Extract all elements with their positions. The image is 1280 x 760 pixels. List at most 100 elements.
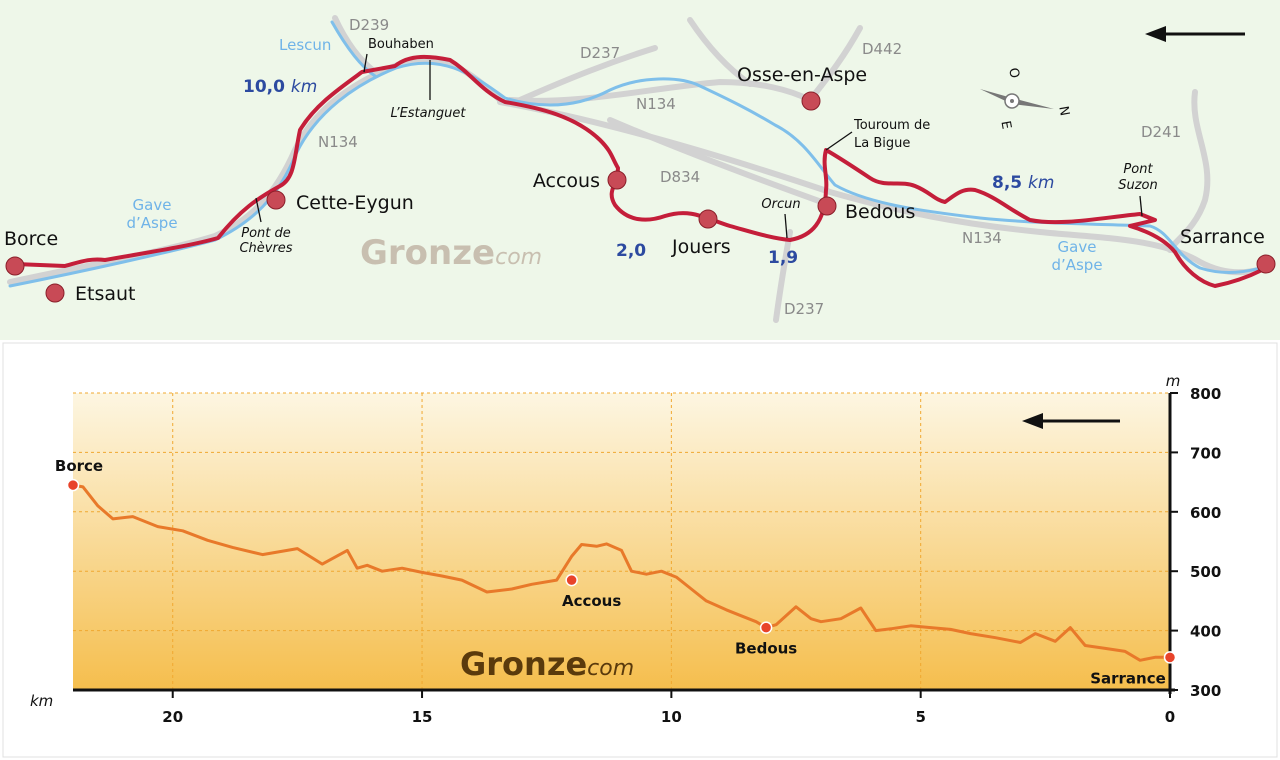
distance-label-3: 1,9 xyxy=(768,248,798,268)
profile-logo-main: Gronze xyxy=(460,645,587,683)
distance-4-value: 8,5 xyxy=(992,173,1022,193)
y-tick-label: 400 xyxy=(1190,623,1221,641)
y-axis-ticks: 300 400 500 600 700 800 xyxy=(1170,385,1221,700)
compass-n: N xyxy=(1055,105,1071,117)
map-logo: Gronzecom xyxy=(360,233,542,273)
leader-pont-chevres xyxy=(255,197,262,223)
direction-arrow xyxy=(1145,26,1245,42)
place-label-estanguet: L’Estanguet xyxy=(391,106,467,121)
road-label-d834: D834 xyxy=(660,168,700,186)
profile-marker-sarrance[interactable] xyxy=(1163,651,1177,664)
marker-cette-eygun[interactable] xyxy=(266,190,286,210)
leader-pont-suzon xyxy=(1139,195,1143,217)
profile-marker-bedous[interactable] xyxy=(759,621,773,634)
place-label-touroum-1: Touroum de xyxy=(853,118,930,133)
map-logo-suffix: com xyxy=(495,245,542,270)
profile-label-borce: Borce xyxy=(55,457,103,475)
profile-logo-suffix: com xyxy=(587,656,634,681)
river-label-gave-east-2: d’Aspe xyxy=(1051,256,1102,274)
compass-o: O xyxy=(1005,67,1022,80)
y-tick-label: 800 xyxy=(1190,385,1221,403)
road-d241 xyxy=(1167,89,1211,253)
place-label-touroum-2: La Bigue xyxy=(854,136,910,151)
profile-logo: Gronzecom xyxy=(460,645,634,683)
town-label-sarrance: Sarrance xyxy=(1180,226,1265,248)
place-label-pont-suzon-2: Suzon xyxy=(1118,178,1158,193)
distance-4-unit: km xyxy=(1028,173,1054,193)
profile-label-accous: Accous xyxy=(562,592,621,610)
y-axis-unit: m xyxy=(1166,372,1181,390)
x-tick-label: 5 xyxy=(915,708,925,726)
road-osse-north xyxy=(687,17,753,87)
place-label-pont-chevres-1: Pont de xyxy=(241,226,291,241)
marker-bedous[interactable] xyxy=(817,196,837,216)
town-label-borce: Borce xyxy=(4,228,58,250)
x-axis-ticks: 20 15 10 5 0 xyxy=(162,690,1175,726)
road-label-n134-mid: N134 xyxy=(636,95,676,113)
place-label-orcun: Orcun xyxy=(761,197,800,212)
x-axis-unit: km xyxy=(30,692,53,710)
road-label-n134-west: N134 xyxy=(318,133,358,151)
road-label-n134-east: N134 xyxy=(962,229,1002,247)
profile-direction-arrow xyxy=(1022,413,1120,429)
marker-osse-en-aspe[interactable] xyxy=(801,91,821,111)
marker-borce[interactable] xyxy=(5,256,25,276)
road-d237-north xyxy=(517,45,658,103)
x-tick-label: 0 xyxy=(1165,708,1175,726)
river-lescun xyxy=(330,20,377,78)
profile-label-sarrance: Sarrance xyxy=(1090,669,1166,687)
road-label-d239: D239 xyxy=(349,16,389,34)
town-label-bedous: Bedous xyxy=(845,201,915,223)
river-label-lescun: Lescun xyxy=(279,36,331,54)
town-label-jouers: Jouers xyxy=(671,236,731,258)
x-tick-label: 15 xyxy=(412,708,433,726)
profile-marker-borce[interactable] xyxy=(66,478,80,492)
town-label-cette-eygun: Cette-Eygun xyxy=(296,192,414,214)
marker-accous[interactable] xyxy=(607,170,627,190)
river-label-gave-west-2: d’Aspe xyxy=(126,214,177,232)
place-label-bouhaben: Bouhaben xyxy=(368,37,434,52)
town-label-etsaut: Etsaut xyxy=(75,283,136,305)
distance-label-1: 10,0 km xyxy=(243,77,317,97)
place-label-pont-suzon-1: Pont xyxy=(1123,162,1153,177)
grid-lines xyxy=(73,392,1170,690)
stage-markers: Borce Accous Bedous Sarrance xyxy=(55,457,1177,687)
road-label-d237-south: D237 xyxy=(784,300,824,318)
profile-label-bedous: Bedous xyxy=(735,640,797,658)
road-d834 xyxy=(607,117,833,208)
road-label-d237-north: D237 xyxy=(580,44,620,62)
x-tick-label: 20 xyxy=(162,708,183,726)
distance-label-2: 2,0 xyxy=(616,241,646,261)
x-tick-label: 10 xyxy=(661,708,682,726)
map-background xyxy=(0,0,1280,340)
town-markers xyxy=(5,91,1276,303)
leader-orcun xyxy=(784,213,788,239)
leader-touroum xyxy=(825,131,853,151)
y-tick-label: 300 xyxy=(1190,682,1221,700)
road-label-d241: D241 xyxy=(1141,123,1181,141)
road-label-d442: D442 xyxy=(862,40,902,58)
river-label-gave-east-1: Gave xyxy=(1058,238,1097,256)
plot-area xyxy=(73,393,1170,690)
river-label-gave-west-1: Gave xyxy=(133,196,172,214)
compass-e: E xyxy=(997,120,1013,131)
place-label-pont-chevres-2: Chèvres xyxy=(239,241,292,256)
town-label-accous: Accous xyxy=(533,170,600,192)
marker-jouers[interactable] xyxy=(698,209,718,229)
profile-marker-accous[interactable] xyxy=(565,573,578,587)
route-map: O E N Borce Etsaut Cette-Eygun Accous Jo… xyxy=(0,0,1280,340)
compass-rose: O E N xyxy=(980,67,1072,131)
elevation-line xyxy=(71,483,1172,662)
y-tick-label: 700 xyxy=(1190,444,1221,462)
y-tick-label: 600 xyxy=(1190,504,1221,522)
distance-label-4: 8,5 km xyxy=(992,173,1054,193)
distance-1-value: 10,0 xyxy=(243,77,285,97)
map-logo-main: Gronze xyxy=(360,233,495,273)
distance-1-unit: km xyxy=(291,77,317,97)
marker-etsaut[interactable] xyxy=(45,283,65,303)
elevation-profile: 20 15 10 5 0 300 400 500 600 700 800 m km Borce Ac… xyxy=(2,342,1278,758)
marker-sarrance[interactable] xyxy=(1256,254,1276,274)
town-label-osse-en-aspe: Osse-en-Aspe xyxy=(737,64,867,86)
leader-bouhaben xyxy=(363,53,368,73)
y-tick-label: 500 xyxy=(1190,563,1221,581)
